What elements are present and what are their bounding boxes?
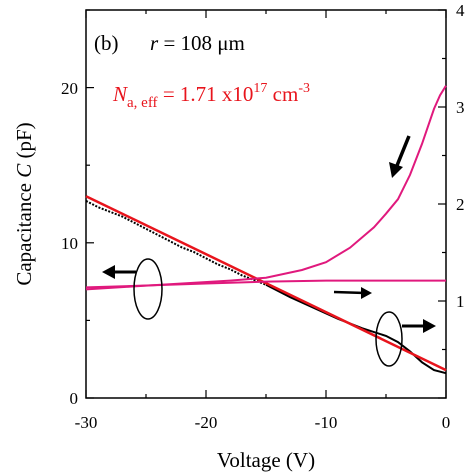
radius-symbol: r xyxy=(150,31,159,55)
radius-annotation: r = 108 μm xyxy=(150,31,245,55)
x-tick-label: -10 xyxy=(315,413,338,432)
doping-annotation: Na, eff = 1.71 x1017 cm-3 xyxy=(112,81,310,111)
x-axis-title: Voltage (V) xyxy=(217,448,315,472)
series-line-4 xyxy=(85,279,446,289)
left-axis-arrowhead xyxy=(102,265,115,279)
y-axis-title: Capacitance C (pF) xyxy=(12,122,36,285)
doping-exponent: 17 xyxy=(253,81,267,96)
doping-unit-exponent: -3 xyxy=(298,81,310,96)
series-line-1 xyxy=(265,283,447,375)
doping-symbol: N xyxy=(112,82,128,106)
y-axis-title-symbol: C xyxy=(12,163,36,178)
doping-subscript: a, eff xyxy=(127,95,158,111)
y-right-tick-label: 3 xyxy=(456,98,465,117)
series-line-2 xyxy=(85,195,447,372)
tick-marks xyxy=(85,9,447,399)
annotations xyxy=(102,135,436,367)
y-right-tick-labels: 1 2 3 4 xyxy=(456,1,465,311)
sweep-arrow-forward xyxy=(333,290,366,295)
y-left-tick-label: 20 xyxy=(61,79,78,98)
y-axis-title-prefix: Capacitance xyxy=(12,178,36,286)
left-axis-ellipse xyxy=(133,258,163,320)
x-tick-label: -20 xyxy=(195,413,218,432)
sweep-arrowhead-forward xyxy=(361,287,372,299)
y-left-tick-label: 10 xyxy=(61,234,78,253)
plot-area xyxy=(85,9,447,399)
y-right-tick-label: 2 xyxy=(456,195,465,214)
y-left-tick-label: 0 xyxy=(70,389,79,408)
doping-unit: cm xyxy=(267,82,298,106)
series-line-0 xyxy=(85,200,267,286)
y-left-tick-labels: 0 10 20 xyxy=(61,79,78,408)
radius-value: = 108 μm xyxy=(158,31,245,55)
y-axis-title-suffix: (pF) xyxy=(12,122,36,163)
series-line-3 xyxy=(85,85,447,291)
panel-label: (b) xyxy=(94,31,119,55)
x-tick-label: 0 xyxy=(442,413,451,432)
y-right-tick-label: 4 xyxy=(456,1,465,20)
series-layer xyxy=(85,85,447,375)
x-tick-labels: -30 -20 -10 0 xyxy=(75,413,451,432)
sweep-arrowhead-reverse xyxy=(389,162,403,178)
doping-value: = 1.71 x10 xyxy=(158,82,254,106)
x-tick-label: -30 xyxy=(75,413,98,432)
sweep-arrow-reverse xyxy=(394,135,411,169)
right-axis-arrowhead xyxy=(423,319,436,333)
right-axis-ellipse xyxy=(375,311,403,367)
y-right-tick-label: 1 xyxy=(456,292,465,311)
